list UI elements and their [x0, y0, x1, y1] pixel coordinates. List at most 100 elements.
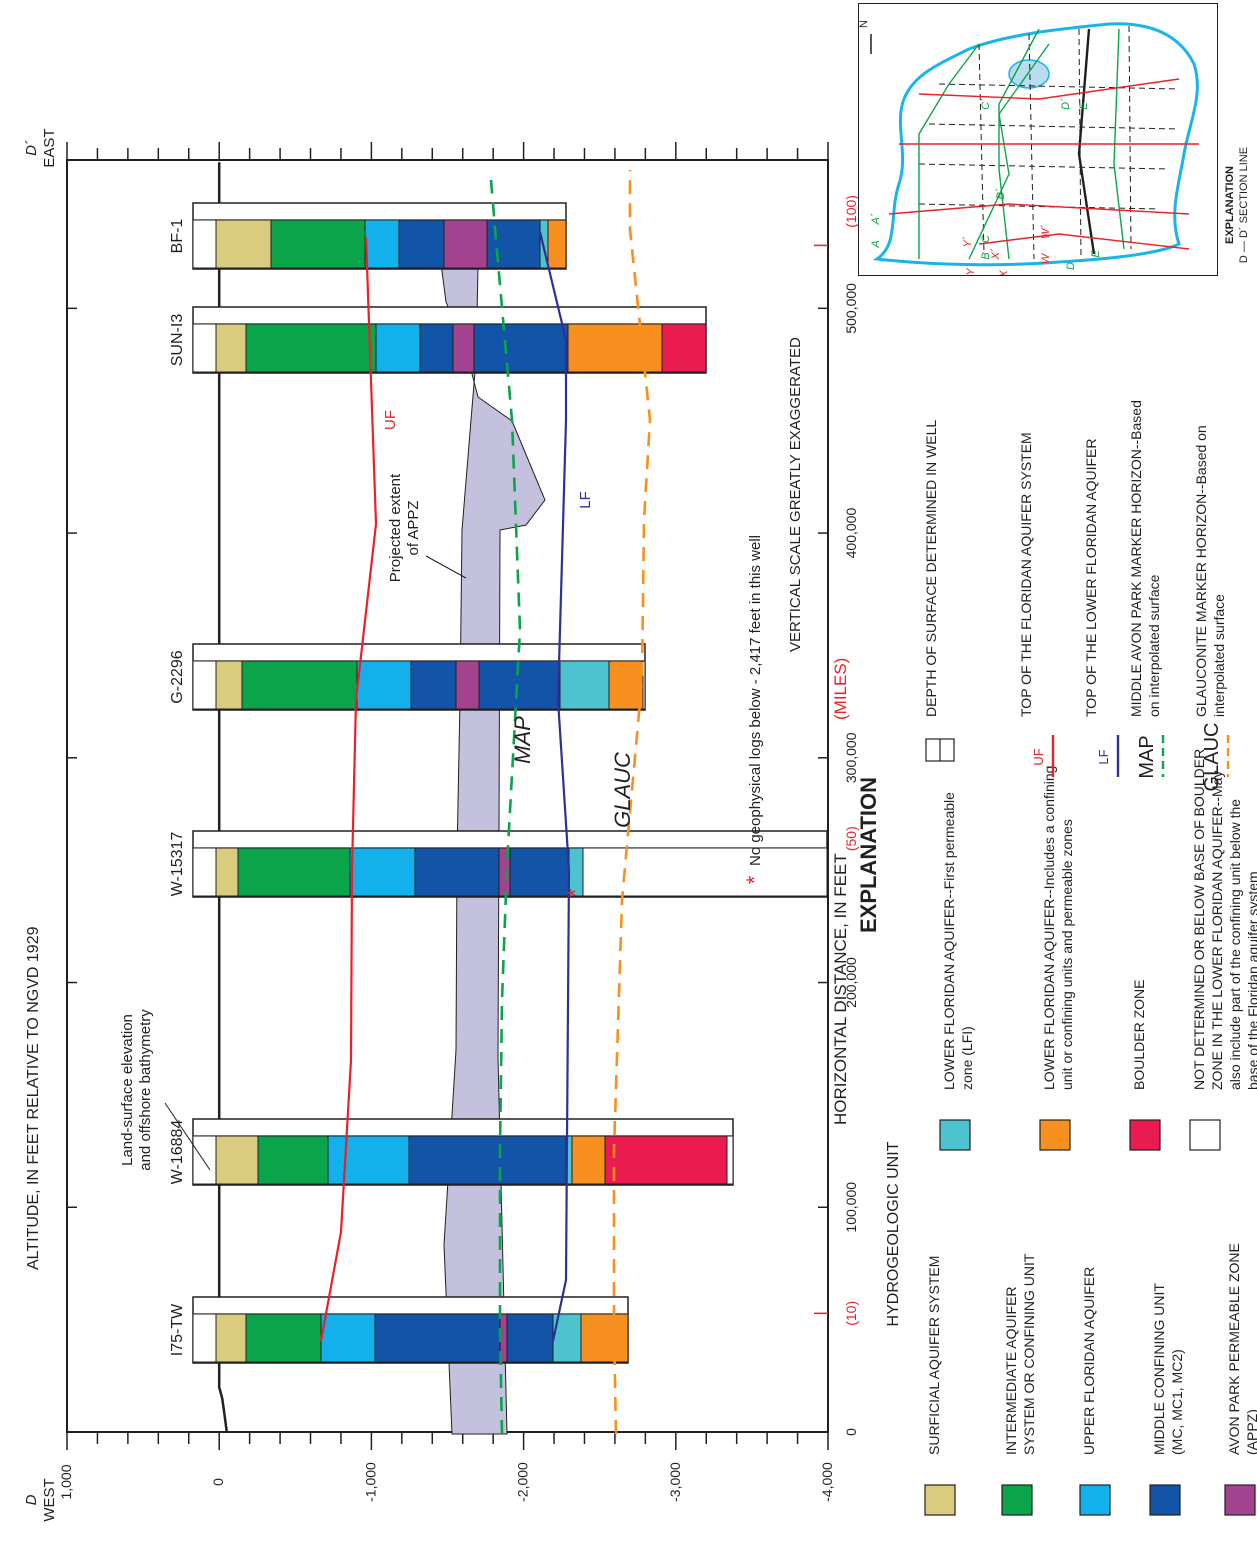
well-name-label: SUN-I3	[169, 314, 186, 367]
y-axis-title: ALTITUDE, IN FEET RELATIVE TO NGVD 1929	[25, 926, 42, 1270]
glauc-label: GLAUC	[610, 752, 635, 828]
appz-annotation: Projected extent	[387, 473, 404, 582]
inset-section-label: D´	[1060, 98, 1072, 110]
inset-section-line-label: D — D´ SECTION LINE	[1238, 147, 1250, 263]
well-unit-segment	[241, 660, 358, 710]
well-unit-segment	[580, 1313, 629, 1363]
well-w-15317	[192, 830, 828, 898]
unit-label: UPPER FLORIDAN AQUIFER	[1081, 1267, 1097, 1455]
unit-label: base of the Floridan aquifer system	[1245, 871, 1257, 1090]
inset-section-label: B	[980, 252, 992, 259]
unit-label: SYSTEM OR CONFINING UNIT	[1021, 1253, 1037, 1455]
well-unit-segment	[270, 219, 366, 269]
unit-label: unit or confining units and permeable zo…	[1059, 819, 1075, 1090]
unit-swatch	[1189, 1119, 1221, 1151]
well-cap	[192, 219, 217, 269]
vertical-scale-note: VERTICAL SCALE GREATLY EXAGGERATED	[787, 337, 804, 652]
inset-section-label: A´	[870, 213, 882, 225]
unit-label: BOULDER ZONE	[1131, 980, 1147, 1090]
no-logs-annotation: No geophysical logs below - 2,417 feet i…	[747, 535, 764, 866]
y-tick-label: -1,000	[362, 1462, 378, 1502]
well-unit-segment	[408, 1135, 567, 1185]
x-tick-label: 300,000	[843, 732, 859, 783]
symbol-label: TOP OF THE LOWER FLORIDAN AQUIFER	[1083, 439, 1099, 718]
uf-label: UF	[382, 410, 399, 430]
x-axis-title: HORIZONTAL DISTANCE, IN FEET	[831, 853, 850, 1125]
unit-label: INTERMEDIATE AQUIFER	[1003, 1286, 1019, 1455]
well-unit-segment	[375, 323, 421, 373]
inset-section-label: A	[870, 240, 882, 248]
inset-north-arrow: N	[859, 20, 870, 28]
well-name-label: W-15317	[169, 832, 186, 897]
x-axis-miles: (MILES)	[831, 658, 850, 720]
x-tick-label: 100,000	[843, 1182, 859, 1233]
no-logs-star: *	[742, 875, 767, 884]
inset-section-label: C´	[980, 98, 992, 110]
inset-location-map: A A´ B B´ C C´ D D´ E E´ W W´ X X´ Y Y´ N	[858, 3, 1218, 279]
y-tick-label: -2,000	[515, 1462, 531, 1502]
unit-label: LOWER FLORIDAN AQUIFER--First permeable	[941, 792, 957, 1090]
well-unit-segment	[419, 323, 454, 373]
symbol-label: DEPTH OF SURFACE DETERMINED IN WELL	[923, 420, 939, 717]
well-unit-segment	[215, 323, 247, 373]
well-unit-segment	[215, 219, 272, 269]
well-unit-segment	[726, 1135, 734, 1185]
unit-swatch	[924, 1484, 956, 1516]
inset-section-label: D	[1065, 262, 1077, 270]
unit-label: LOWER FLORIDAN AQUIFER--Includes a confi…	[1041, 766, 1057, 1090]
well-unit-segment	[245, 1313, 322, 1363]
inset-section-label: Y	[965, 268, 977, 275]
well-unit-segment	[452, 323, 475, 373]
lf-label: LF	[577, 491, 594, 509]
inset-section-line	[918, 78, 1180, 100]
x-tick-label: 400,000	[843, 508, 859, 559]
appz-annotation: of APPZ	[405, 500, 422, 555]
wells	[192, 202, 828, 1364]
inset-d-section-line	[1077, 28, 1096, 255]
inset-county-line	[1028, 33, 1035, 260]
well-w-16884	[192, 1118, 734, 1186]
symbol-label: TOP OF THE FLORIDAN AQUIFER SYSTEM	[1018, 432, 1034, 717]
well-unit-segment	[245, 323, 377, 373]
land-surface-annotation: and offshore bathymetry	[137, 1009, 154, 1171]
well-unit-segment	[509, 847, 570, 897]
y-tick-label: -3,000	[667, 1462, 683, 1502]
uf-surface-line	[319, 236, 378, 1342]
well-unit-segment	[215, 660, 243, 710]
west-section-letter: D	[23, 1494, 40, 1505]
well-unit-segment	[473, 323, 569, 373]
y-tick-label: 0	[210, 1478, 226, 1486]
unit-label: (APPZ)	[1244, 1409, 1257, 1455]
inset-map-svg: A A´ B B´ C C´ D D´ E E´ W W´ X X´ Y Y´ N	[858, 20, 1199, 279]
symbol-label: MIDDLE AVON PARK MARKER HORIZON--Based	[1128, 400, 1144, 717]
inset-section-line	[978, 233, 1190, 250]
inset-section-label: X	[998, 270, 1010, 275]
unit-swatch	[939, 1119, 971, 1151]
unit-swatch	[1224, 1484, 1256, 1516]
map-surface-line	[489, 179, 522, 1435]
unit-label: also include part of the confining unit …	[1227, 799, 1243, 1090]
unit-label: zone (LFI)	[959, 1026, 975, 1090]
unit-swatch	[1129, 1119, 1161, 1151]
units-heading: HYDROGEOLOGIC UNIT	[885, 1141, 902, 1326]
inset-section-label: E´	[1078, 98, 1090, 109]
well-name-label: I75-TW	[169, 1303, 186, 1356]
mile-tick-label: (100)	[843, 195, 859, 228]
land-surface-leader	[164, 1102, 211, 1171]
symbol-label: GLAUCONITE MARKER HORIZON--Based on	[1193, 425, 1209, 717]
land-surface-annotation: Land-surface elevation	[119, 1014, 136, 1166]
well-unit-segment	[374, 1313, 501, 1363]
well-unit-segment	[215, 1135, 259, 1185]
well-g-2296	[192, 643, 646, 711]
symbol-key-text: UF	[1031, 748, 1046, 765]
symbol-key-text: GLAUC	[1201, 723, 1223, 792]
well-unit-segment	[257, 1135, 329, 1185]
inset-section-line	[1113, 28, 1125, 250]
well-unit-segment	[661, 323, 707, 373]
inset-explanation: EXPLANATION	[1224, 166, 1236, 244]
unit-label: NOT DETERMINED OR BELOW BASE OF BOULDER	[1191, 749, 1207, 1090]
inset-section-label: W	[1040, 252, 1052, 264]
well-unit-segment	[237, 847, 351, 897]
